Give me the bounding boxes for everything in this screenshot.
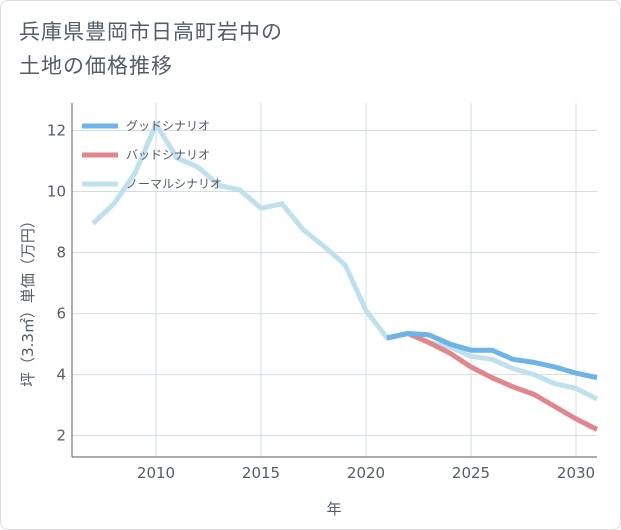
- series-line-3: [91, 121, 599, 402]
- series-line-1: [386, 330, 598, 381]
- chart-title: 兵庫県豊岡市日高町岩中の 土地の価格推移: [19, 15, 283, 83]
- x-tick-label: 2015: [242, 464, 280, 482]
- grid: [72, 103, 597, 457]
- x-tick-label: 2030: [557, 464, 595, 482]
- x-axis-label: 年: [326, 500, 341, 518]
- series-line-2: [386, 330, 599, 432]
- legend-label-1: グッドシナリオ: [126, 119, 210, 133]
- x-tick-label: 2010: [137, 464, 175, 482]
- y-tick-label: 2: [56, 427, 66, 445]
- legend-label-2: バッドシナリオ: [126, 148, 210, 162]
- y-tick-label: 12: [47, 121, 66, 139]
- x-tick-label: 2020: [347, 464, 385, 482]
- chart-title-line-2: 土地の価格推移: [19, 54, 173, 78]
- legend-label-3: ノーマルシナリオ: [126, 177, 222, 191]
- y-tick-label: 6: [56, 305, 66, 323]
- chart-title-line-1: 兵庫県豊岡市日高町岩中の: [19, 20, 283, 44]
- axes: [71, 103, 597, 458]
- y-tick-label: 8: [56, 244, 66, 262]
- y-tick-label: 4: [56, 366, 66, 384]
- y-tick-label: 10: [47, 183, 66, 201]
- tick-labels: 2010 2015 2020 2025 2030 2 4 6 8 10 12: [47, 121, 595, 482]
- x-tick-label: 2025: [452, 464, 490, 482]
- series-layer: [91, 121, 599, 432]
- y-axis-label: 坪（3.3㎡）単価（万円）: [19, 213, 37, 387]
